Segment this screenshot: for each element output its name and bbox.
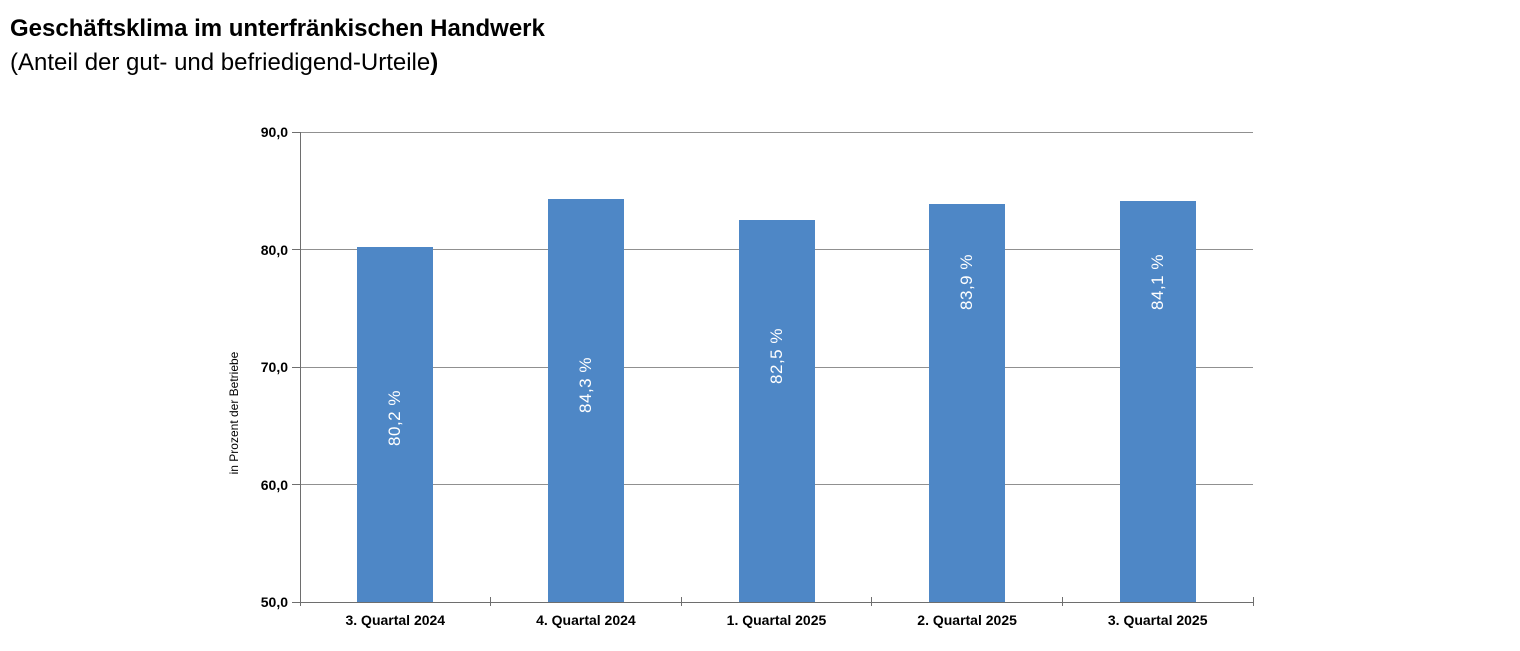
chart-title: Geschäftsklima im unterfränkischen Handw… [10, 15, 545, 42]
x-axis-line [300, 601, 1254, 603]
x-category-label: 2. Quartal 2025 [917, 612, 1017, 628]
bar-value-label: 84,1 % [1147, 254, 1167, 310]
bar [547, 198, 624, 602]
y-tick-label: 50,0 [260, 594, 288, 610]
y-tick-label: 80,0 [260, 241, 288, 258]
bar-value-label: 82,5 % [766, 328, 786, 384]
x-category-label: 3. Quartal 2024 [345, 612, 446, 628]
x-category-label: 4. Quartal 2024 [536, 612, 636, 628]
bar-value-label: 83,9 % [957, 254, 977, 310]
y-tick-mark [292, 601, 300, 603]
x-category-label: 3. Quartal 2025 [1107, 612, 1208, 628]
x-category-label: 1. Quartal 2025 [726, 612, 827, 628]
y-tick-label: 70,0 [260, 359, 288, 375]
bar [357, 247, 434, 602]
chart-subtitle: (Anteil der gut- und befriedigend-Urteil… [10, 46, 438, 79]
bar [738, 220, 815, 602]
y-tick-mark [292, 249, 300, 250]
chart-subtitle-paren: ) [430, 49, 439, 76]
bar-value-label: 80,2 % [385, 390, 405, 446]
bar-value-label: 84,3 % [575, 357, 595, 413]
bar [929, 203, 1006, 602]
y-tick-mark [292, 366, 300, 368]
y-axis-line [299, 132, 301, 602]
y-tick-label: 90,0 [260, 124, 288, 140]
y-tick-mark [292, 131, 300, 133]
bar [1119, 201, 1196, 602]
y-tick-mark [292, 484, 300, 485]
chart-subtitle-text: (Anteil der gut- und befriedigend-Urteil… [10, 49, 431, 76]
y-tick-label: 60,0 [260, 476, 288, 493]
gridline [300, 131, 1253, 133]
